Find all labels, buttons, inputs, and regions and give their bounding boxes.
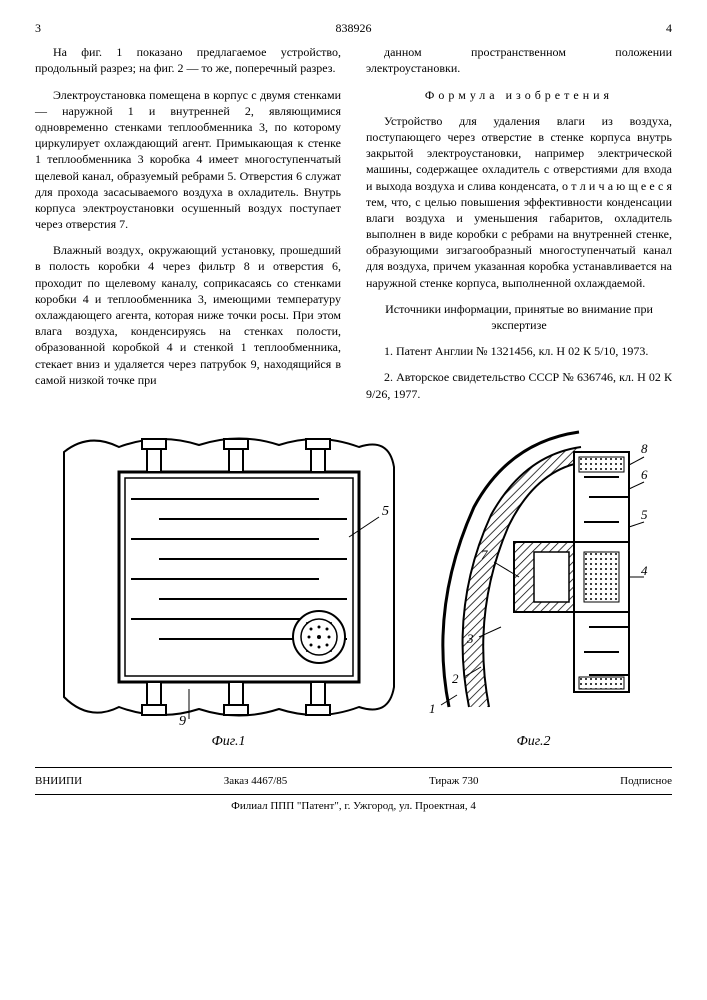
para: Устройство для удаления влаги из воздуха… [366,113,672,291]
footer-org: ВНИИПИ [35,774,82,789]
para: Влажный воздух, окружающий установку, пр… [35,242,341,388]
para: данном пространственном положении электр… [366,44,672,76]
right-column: данном пространственном положении электр… [366,44,672,412]
fig-callout-1: 1 [429,701,436,716]
fig-callout-5: 5 [382,504,389,519]
fig-callout-3: 3 [466,631,474,646]
formula-title: Формула изобретения [366,87,672,103]
fig2-label: Фиг.2 [419,733,649,752]
footer-order: Заказ 4467/85 [224,774,288,789]
para: На фиг. 1 показано предлагаемое устройст… [35,44,341,76]
source-item: 1. Патент Англии № 1321456, кл. Н 02 К 5… [366,343,672,359]
patent-page: 3 838926 4 На фиг. 1 показано предлагаем… [0,0,707,829]
footer-address: Филиал ППП "Патент", г. Ужгород, ул. Про… [35,795,672,814]
fig1-label: Фиг.1 [59,733,399,752]
text-columns: На фиг. 1 показано предлагаемое устройст… [35,44,672,412]
fig-callout-9: 9 [179,714,186,727]
source-item: 2. Авторское свидетельство СССР № 636746… [366,369,672,401]
header: 3 838926 4 [35,20,672,36]
page-num-right: 4 [666,20,672,36]
fig-callout-8: 8 [641,441,648,456]
left-column: На фиг. 1 показано предлагаемое устройст… [35,44,341,412]
document-number: 838926 [336,20,372,36]
sources-title: Источники информации, принятые во вниман… [366,301,672,333]
footer-row1: ВНИИПИ Заказ 4467/85 Тираж 730 Подписное [35,774,672,795]
figure-1: 5 9 Фиг.1 [59,427,399,752]
fig-callout-2: 2 [452,671,459,686]
footer-sub: Подписное [620,774,672,789]
fig-callout-6: 6 [641,467,648,482]
figures-row: 5 9 Фиг.1 [35,427,672,752]
fig-callout-5b: 5 [641,507,648,522]
para: Электроустановка помещена в корпус с дву… [35,87,341,233]
footer-tirage: Тираж 730 [429,774,479,789]
fig-callout-4: 4 [641,563,648,578]
fig-callout-7: 7 [481,547,488,562]
fig2-svg: 8 6 5 4 7 3 2 1 [419,427,649,727]
fig1-svg: 5 9 [59,427,399,727]
figure-2: 8 6 5 4 7 3 2 1 Фиг.2 [419,427,649,752]
footer: ВНИИПИ Заказ 4467/85 Тираж 730 Подписное… [35,767,672,814]
page-num-left: 3 [35,20,41,36]
